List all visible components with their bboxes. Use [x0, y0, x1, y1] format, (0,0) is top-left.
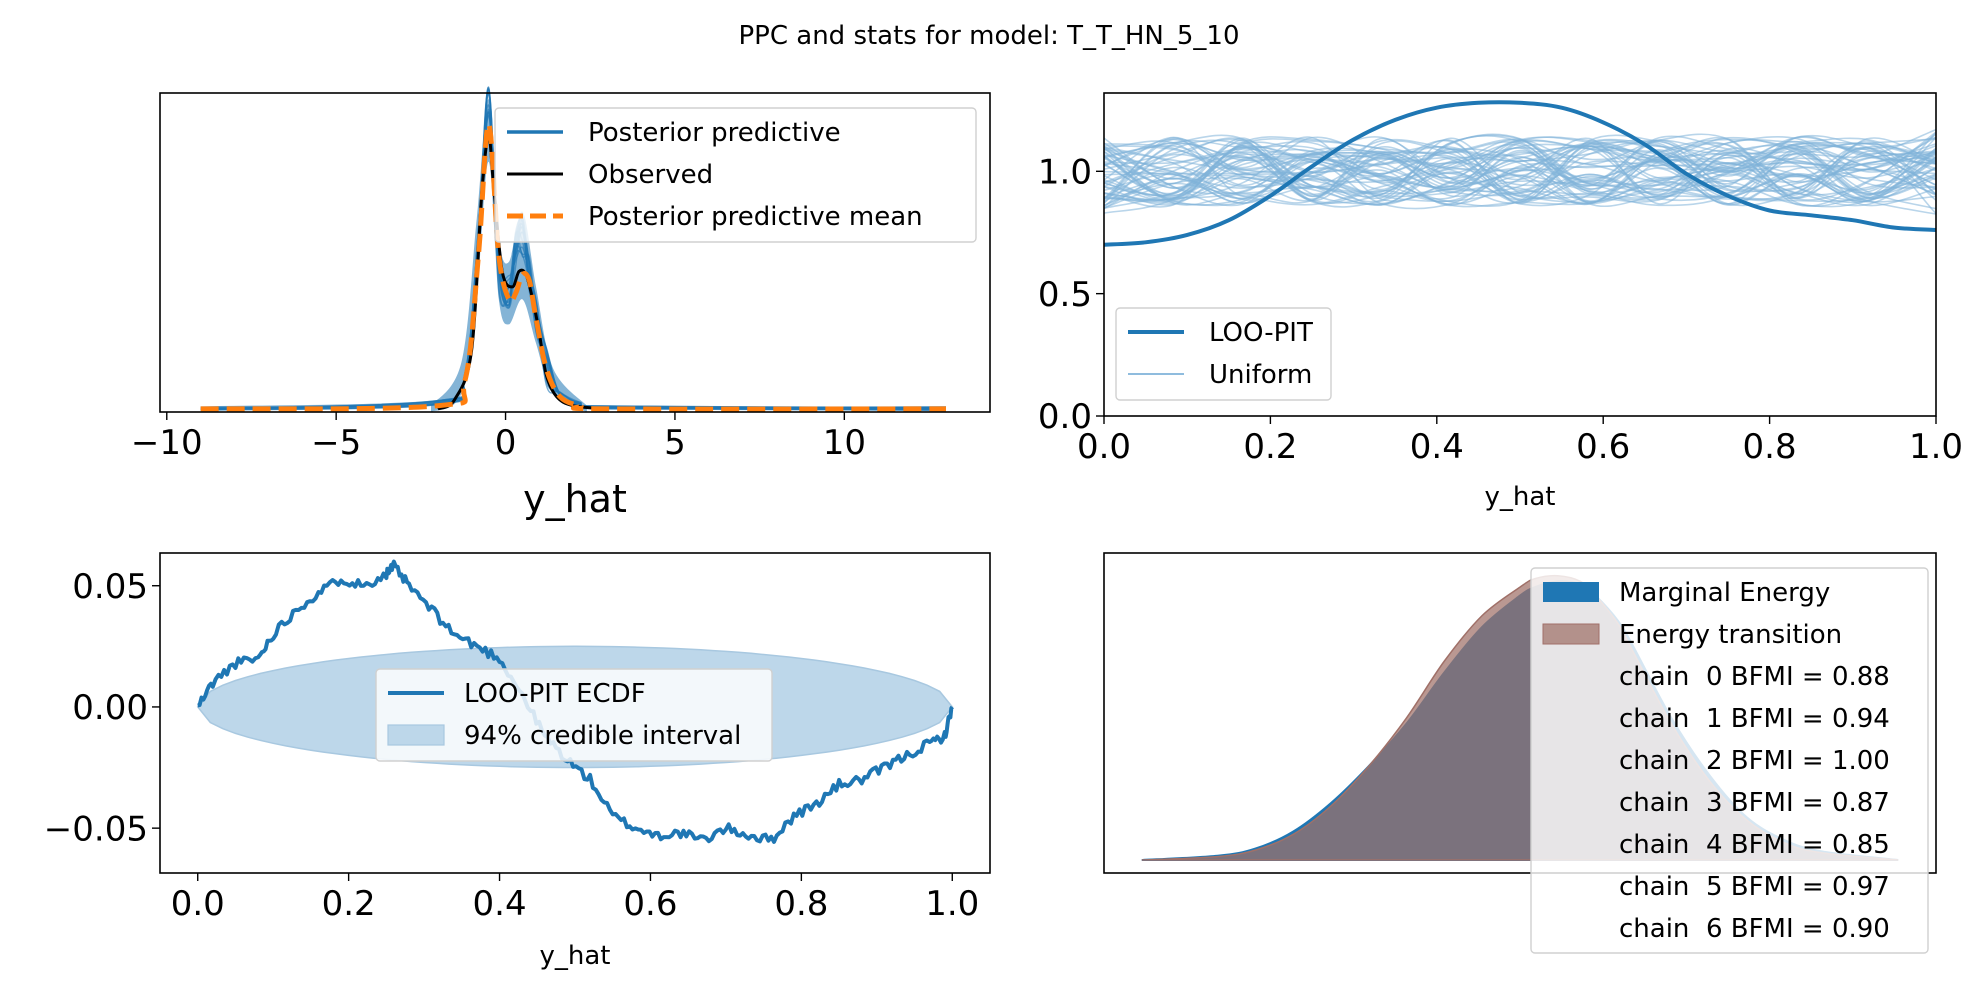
- uniform-sample: [1103, 136, 1937, 202]
- bfmi-label: chain 6 BFMI = 0.90: [1619, 914, 1890, 944]
- x-tick-label: −5: [311, 423, 361, 463]
- axes-frame: [159, 552, 991, 874]
- x-tick-label: 0.8: [774, 884, 828, 924]
- x-tick-label: 0.4: [473, 884, 527, 924]
- uniform-sample: [1103, 136, 1937, 204]
- legend-box: [494, 107, 977, 243]
- legend-label: Energy transition: [1619, 620, 1842, 650]
- uniform-sample: [1103, 141, 1937, 210]
- bfmi-label: chain 1 BFMI = 0.94: [1619, 704, 1890, 734]
- uniform-sample: [1103, 136, 1937, 189]
- legend-label: 94% credible interval: [464, 721, 741, 751]
- axes-frame: [159, 92, 991, 413]
- y-tick-label: 0.5: [1038, 275, 1092, 315]
- axes-frame: [1103, 552, 1937, 874]
- x-axis-label: y_hat: [523, 477, 627, 521]
- uniform-sample: [1103, 134, 1937, 200]
- y-tick-label: 0.0: [1038, 397, 1092, 437]
- uniform-sample: [1103, 136, 1937, 197]
- legend-label: LOO-PIT: [1209, 318, 1313, 348]
- legend-box: [375, 668, 773, 762]
- x-tick-label: 0: [495, 423, 517, 463]
- x-axis-label: y_hat: [1485, 482, 1556, 512]
- uniform-sample: [1103, 139, 1937, 174]
- legend-label: Marginal Energy: [1619, 578, 1830, 608]
- uniform-sample: [1103, 139, 1937, 206]
- uniform-sample: [1103, 138, 1937, 203]
- uniform-sample: [1103, 133, 1937, 206]
- legend-box: [1530, 567, 1929, 954]
- x-tick-label: 5: [664, 423, 686, 463]
- y-tick-label: 0.05: [72, 567, 148, 607]
- x-axis-label: y_hat: [540, 941, 611, 971]
- uniform-sample: [1103, 136, 1937, 210]
- x-tick-label: 0.0: [171, 884, 225, 924]
- x-tick-label: 0.6: [623, 884, 677, 924]
- uniform-sample: [1103, 141, 1937, 203]
- uniform-sample: [1103, 143, 1937, 208]
- legend-label: Observed: [588, 160, 713, 190]
- y-tick-label: 1.0: [1038, 153, 1092, 193]
- x-tick-label: 0.4: [1410, 427, 1464, 467]
- bfmi-label: chain 5 BFMI = 0.97: [1619, 872, 1890, 902]
- x-tick-label: 0.2: [322, 884, 376, 924]
- x-tick-label: −10: [131, 423, 203, 463]
- uniform-sample: [1103, 144, 1937, 208]
- figure-title: PPC and stats for model: T_T_HN_5_10: [738, 21, 1239, 51]
- bfmi-label: chain 4 BFMI = 0.85: [1619, 830, 1890, 860]
- uniform-sample: [1103, 138, 1937, 207]
- uniform-sample: [1103, 145, 1937, 207]
- loo-pit-panel: 0.0 0.2 0.4 0.6 0.8 1.0 0.0 0.5 1.0 y_hat LOO-PIT U…: [1038, 92, 1963, 512]
- bfmi-label: chain 3 BFMI = 0.87: [1619, 788, 1890, 818]
- bfmi-label: chain 0 BFMI = 0.88: [1619, 662, 1890, 692]
- legend-label: Posterior predictive: [588, 118, 841, 148]
- x-tick-label: 1.0: [1909, 427, 1963, 467]
- x-tick-label: 0.0: [1077, 427, 1131, 467]
- y-tick-label: 0.00: [72, 688, 148, 728]
- loo-pit-line: [1103, 100, 1937, 247]
- bfmi-label: chain 2 BFMI = 1.00: [1619, 746, 1890, 776]
- x-tick-label: 10: [823, 423, 866, 463]
- y-tick-label: −0.05: [44, 809, 148, 849]
- energy-panel: Marginal Energy Energy transition chain 0 …: [1103, 552, 1937, 954]
- x-tick-label: 0.8: [1743, 427, 1797, 467]
- uniform-sample: [1103, 136, 1937, 201]
- legend-label: LOO-PIT ECDF: [464, 679, 646, 709]
- posterior-predictive-mean-line: [200, 121, 947, 412]
- legend-label: Uniform: [1209, 360, 1312, 390]
- legend-swatch: [1542, 623, 1600, 645]
- x-tick-label: 1.0: [925, 884, 979, 924]
- ppc-panel: −10 −5 0 5 10 y_hat Posterior predictive Observ…: [131, 86, 991, 521]
- uniform-sample: [1103, 134, 1937, 205]
- ecdf-panel: 0.0 0.2 0.4 0.6 0.8 1.0 0.05 0.00 −0.05 y_hat LOO-…: [44, 552, 991, 971]
- legend-swatch: [387, 724, 445, 746]
- legend-swatch: [1543, 582, 1599, 602]
- x-tick-label: 0.6: [1576, 427, 1630, 467]
- legend-label: Posterior predictive mean: [588, 202, 923, 232]
- x-tick-label: 0.2: [1243, 427, 1297, 467]
- uniform-sample: [1103, 136, 1937, 202]
- axes-frame: [1103, 92, 1937, 417]
